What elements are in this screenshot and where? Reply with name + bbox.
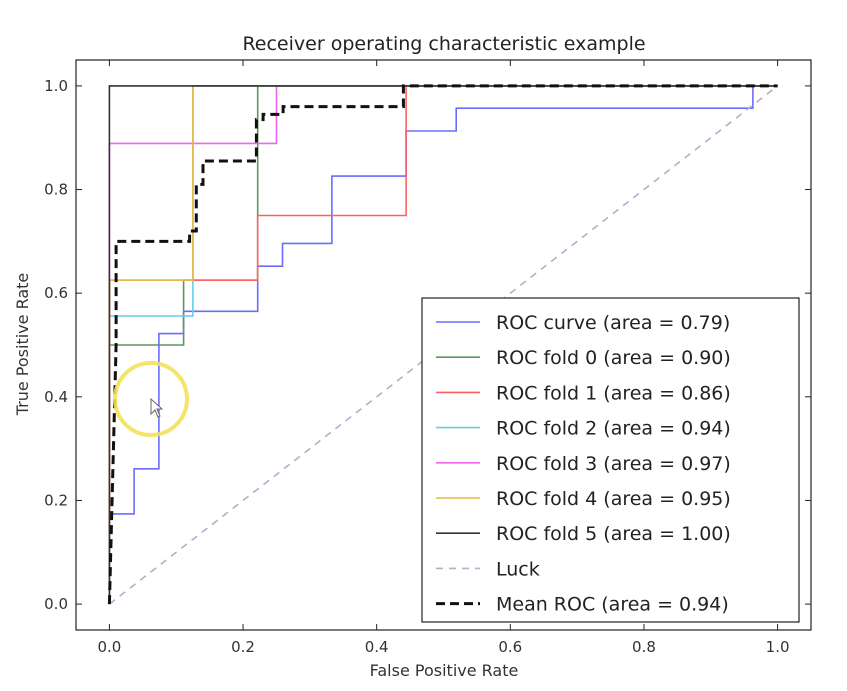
cursor-highlight xyxy=(113,361,189,437)
y-tick-label: 0.2 xyxy=(44,491,68,509)
y-tick-label: 0.0 xyxy=(44,595,68,613)
legend-label-4: ROC fold 3 (area = 0.97) xyxy=(496,453,731,475)
y-tick-label: 0.8 xyxy=(44,181,68,199)
series-line-0 xyxy=(108,85,778,605)
legend-label-5: ROC fold 4 (area = 0.95) xyxy=(496,488,731,510)
series-line-8 xyxy=(107,84,778,605)
x-tick-label: 1.0 xyxy=(766,638,790,656)
legend-label-3: ROC fold 2 (area = 0.94) xyxy=(496,418,731,440)
x-tick-label: 0.4 xyxy=(365,638,389,656)
legend-label-8: Mean ROC (area = 0.94) xyxy=(496,594,729,616)
legend: ROC curve (area = 0.79) ROC fold 0 (area … xyxy=(421,297,800,623)
x-tick-label: 0.6 xyxy=(498,638,522,656)
chart-title: Receiver operating characteristic exampl… xyxy=(242,33,645,55)
y-tick-label: 1.0 xyxy=(44,77,68,95)
x-axis-label: False Positive Rate xyxy=(370,661,519,680)
y-tick-label: 0.6 xyxy=(44,284,68,302)
legend-label-0: ROC curve (area = 0.79) xyxy=(496,312,730,334)
x-axis-ticks: 0.0 0.2 0.4 0.6 0.8 1.0 xyxy=(97,60,790,656)
legend-label-6: ROC fold 5 (area = 1.00) xyxy=(496,523,731,545)
x-tick-label: 0.2 xyxy=(231,638,255,656)
x-tick-label: 0.8 xyxy=(632,638,656,656)
legend-label-7: Luck xyxy=(496,558,540,580)
legend-box xyxy=(421,297,800,623)
y-axis-ticks: 0.0 0.2 0.4 0.6 0.8 1.0 xyxy=(44,77,811,613)
mouse-pointer-icon xyxy=(150,397,164,418)
cursor-highlight-ring xyxy=(113,361,189,437)
y-axis-label: True Positive Rate xyxy=(13,273,32,417)
x-tick-label: 0.0 xyxy=(97,638,121,656)
legend-label-2: ROC fold 1 (area = 0.86) xyxy=(496,382,731,404)
legend-label-1: ROC fold 0 (area = 0.90) xyxy=(496,347,731,369)
y-tick-label: 0.4 xyxy=(44,388,68,406)
